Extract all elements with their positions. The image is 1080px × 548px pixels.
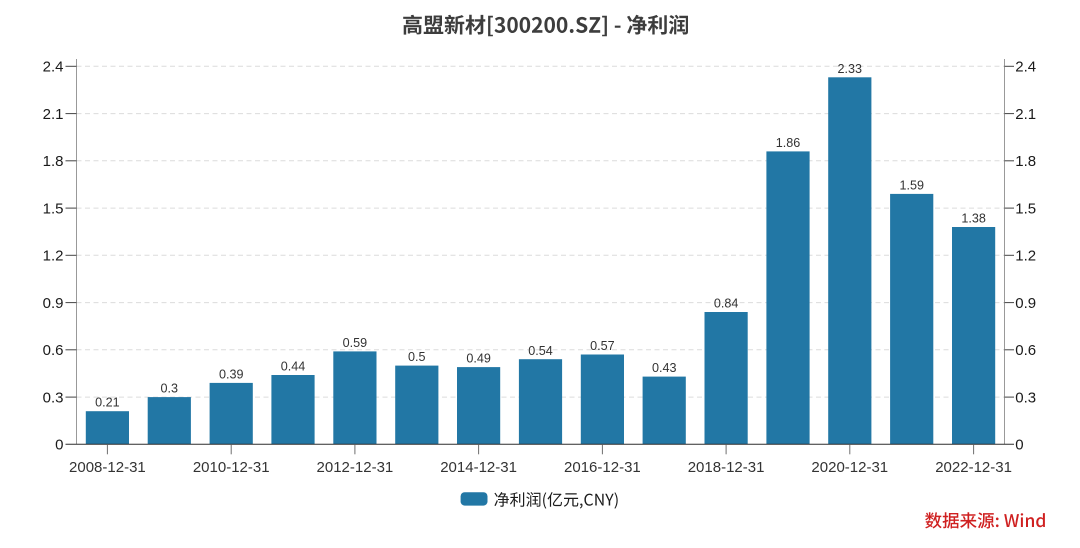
svg-text:0.39: 0.39 [219,367,244,381]
svg-text:0.84: 0.84 [714,297,739,311]
svg-text:2.33: 2.33 [838,62,863,76]
svg-text:1.2: 1.2 [1015,248,1036,265]
svg-text:0.54: 0.54 [528,344,553,358]
svg-text:1.8: 1.8 [43,153,64,170]
svg-text:2.1: 2.1 [1015,106,1036,123]
svg-text:2020-12-31: 2020-12-31 [811,459,888,476]
svg-text:1.38: 1.38 [961,212,986,226]
svg-text:1.5: 1.5 [43,201,64,218]
svg-text:0.3: 0.3 [1015,389,1036,406]
svg-text:2.4: 2.4 [43,59,64,76]
svg-text:2010-12-31: 2010-12-31 [193,459,270,476]
svg-text:2012-12-31: 2012-12-31 [317,459,394,476]
svg-text:2016-12-31: 2016-12-31 [564,459,641,476]
svg-text:1.5: 1.5 [1015,201,1036,218]
svg-text:0.9: 0.9 [43,295,64,312]
svg-text:1.2: 1.2 [43,248,64,265]
svg-text:0.49: 0.49 [466,352,491,366]
svg-text:1.8: 1.8 [1015,153,1036,170]
svg-text:0: 0 [1015,437,1023,454]
svg-text:0.44: 0.44 [281,360,306,374]
svg-text:0.3: 0.3 [161,382,179,396]
svg-text:0.21: 0.21 [95,396,120,410]
svg-text:0.6: 0.6 [1015,342,1036,359]
svg-text:1.59: 1.59 [899,178,924,192]
svg-text:0.43: 0.43 [652,361,677,375]
svg-text:0.9: 0.9 [1015,295,1036,312]
svg-text:0: 0 [55,437,63,454]
svg-text:0.6: 0.6 [43,342,64,359]
svg-text:2018-12-31: 2018-12-31 [688,459,765,476]
svg-text:0.59: 0.59 [343,336,368,350]
svg-text:0.5: 0.5 [408,350,426,364]
svg-text:1.86: 1.86 [776,136,801,150]
svg-text:2008-12-31: 2008-12-31 [69,459,146,476]
svg-text:2022-12-31: 2022-12-31 [935,459,1012,476]
svg-text:0.3: 0.3 [43,389,64,406]
svg-text:2.1: 2.1 [43,106,64,123]
svg-text:2014-12-31: 2014-12-31 [440,459,517,476]
svg-text:2.4: 2.4 [1015,59,1036,76]
svg-text:0.57: 0.57 [590,339,615,353]
